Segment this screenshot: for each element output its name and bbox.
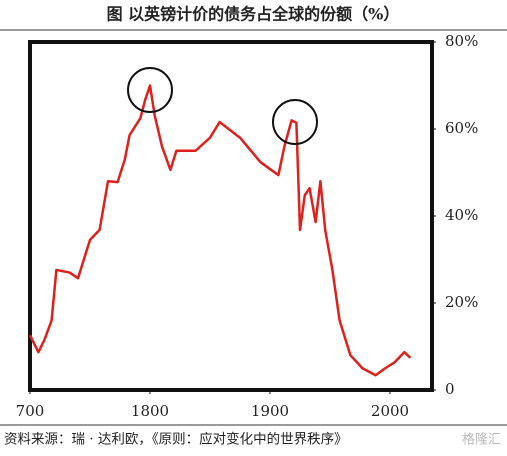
watermark: 格隆汇	[462, 432, 501, 448]
y-tick-label: 80%	[445, 32, 478, 50]
y-tick-label: 60%	[445, 119, 478, 137]
chart-title: 图 以英镑计价的债务占全球的份额（%）	[107, 5, 400, 24]
y-tick-label: 20%	[445, 293, 478, 311]
data-line	[28, 84, 412, 377]
x-tick-label: 700	[16, 402, 45, 420]
x-tick-label: 1900	[251, 402, 289, 420]
plot-frame	[28, 40, 434, 392]
highlight-circle	[127, 67, 173, 113]
x-tick-label: 1800	[131, 402, 169, 420]
x-tick-label: 2000	[371, 402, 409, 420]
highlight-circle	[272, 99, 318, 145]
y-tick-label: 40%	[445, 206, 478, 224]
source: 资料来源：瑞 · 达利欧，《原则：应对变化中的世界秩序》	[4, 431, 348, 448]
y-tick-label: 0	[445, 380, 455, 398]
